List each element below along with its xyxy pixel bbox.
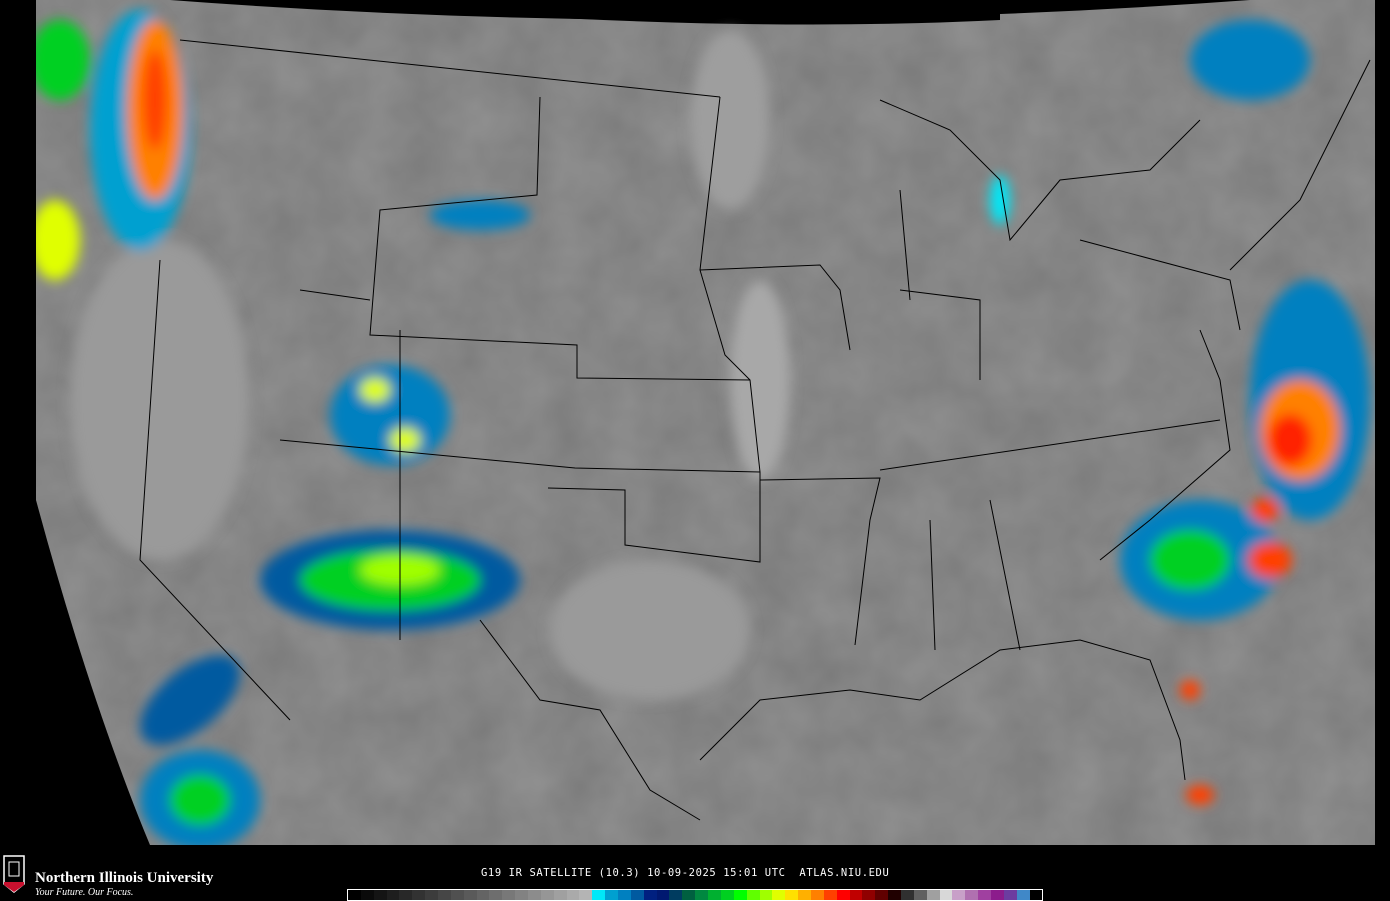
colorbar-swatch bbox=[592, 890, 606, 900]
colorbar-swatch bbox=[990, 890, 1004, 900]
temperature-colorbar bbox=[347, 889, 1043, 901]
colorbar-swatch bbox=[772, 890, 786, 900]
colorbar-swatch bbox=[926, 890, 940, 900]
colorbar-swatch bbox=[862, 890, 876, 900]
colorbar-swatch bbox=[515, 890, 529, 900]
colorbar-swatch bbox=[708, 890, 721, 900]
product-label: G19 IR SATELLITE (10.3) bbox=[481, 867, 641, 879]
colorbar-swatch bbox=[528, 890, 541, 900]
colorbar-swatch bbox=[386, 890, 400, 900]
colorbar-swatch bbox=[373, 890, 387, 900]
colorbar-swatch bbox=[579, 890, 593, 900]
colorbar-swatch bbox=[965, 890, 979, 900]
colorbar-swatch bbox=[720, 890, 734, 900]
satellite-map bbox=[36, 0, 1375, 845]
time-label: 15:01 UTC bbox=[723, 867, 786, 879]
colorbar-swatch bbox=[1029, 890, 1043, 900]
university-tagline: Your Future. Our Focus. bbox=[35, 887, 134, 898]
colorbar-swatch bbox=[939, 890, 953, 900]
colorbar-swatch bbox=[360, 890, 374, 900]
colorbar-swatch bbox=[913, 890, 927, 900]
state-borders bbox=[139, 39, 1371, 821]
colorbar-swatch bbox=[888, 890, 901, 900]
colorbar-swatch bbox=[643, 890, 657, 900]
colorbar-swatch bbox=[630, 890, 644, 900]
university-name: Northern Illinois University bbox=[35, 870, 214, 886]
colorbar-swatch bbox=[412, 890, 426, 900]
colorbar-swatch bbox=[618, 890, 631, 900]
colorbar-swatch bbox=[502, 890, 516, 900]
colorbar-swatch bbox=[798, 890, 811, 900]
colorbar-swatch bbox=[810, 890, 824, 900]
colorbar-swatch bbox=[566, 890, 580, 900]
colorbar-swatch bbox=[605, 890, 619, 900]
colorbar-swatch bbox=[463, 890, 477, 900]
site-label: ATLAS.NIU.EDU bbox=[799, 867, 890, 879]
colorbar-swatch bbox=[1003, 890, 1017, 900]
colorbar-swatch bbox=[553, 890, 567, 900]
niu-logo: Northern Illinois University Your Future… bbox=[2, 854, 242, 898]
niu-seal-icon bbox=[3, 855, 25, 893]
colorbar-swatch bbox=[978, 890, 991, 900]
colorbar-swatch bbox=[875, 890, 889, 900]
date-label: 10-09-2025 bbox=[647, 867, 717, 879]
colorbar-swatch bbox=[952, 890, 966, 900]
colorbar-swatch bbox=[399, 890, 413, 900]
colorbar-swatch bbox=[425, 890, 439, 900]
colorbar-swatch bbox=[836, 890, 850, 900]
colorbar-swatch bbox=[1016, 890, 1030, 900]
colorbar-swatch bbox=[450, 890, 464, 900]
colorbar-swatch bbox=[823, 890, 837, 900]
colorbar-swatch bbox=[746, 890, 760, 900]
cloud-features bbox=[36, 10, 1370, 845]
colorbar-swatch bbox=[656, 890, 670, 900]
colorbar-swatch bbox=[900, 890, 914, 900]
colorbar-swatch bbox=[669, 890, 683, 900]
colorbar-swatch bbox=[733, 890, 747, 900]
colorbar-swatch bbox=[540, 890, 554, 900]
colorbar-swatch bbox=[785, 890, 799, 900]
colorbar-swatch bbox=[438, 890, 451, 900]
colorbar-swatch bbox=[476, 890, 490, 900]
colorbar-swatch bbox=[682, 890, 696, 900]
footer-bar: Northern Illinois University Your Future… bbox=[0, 846, 1390, 901]
colorbar-swatch bbox=[759, 890, 773, 900]
image-caption: G19 IR SATELLITE (10.3) 10-09-2025 15:01… bbox=[481, 867, 889, 879]
colorbar-swatch bbox=[695, 890, 709, 900]
colorbar-swatch bbox=[849, 890, 863, 900]
colorbar-swatch bbox=[489, 890, 503, 900]
colorbar-swatch bbox=[348, 890, 361, 900]
